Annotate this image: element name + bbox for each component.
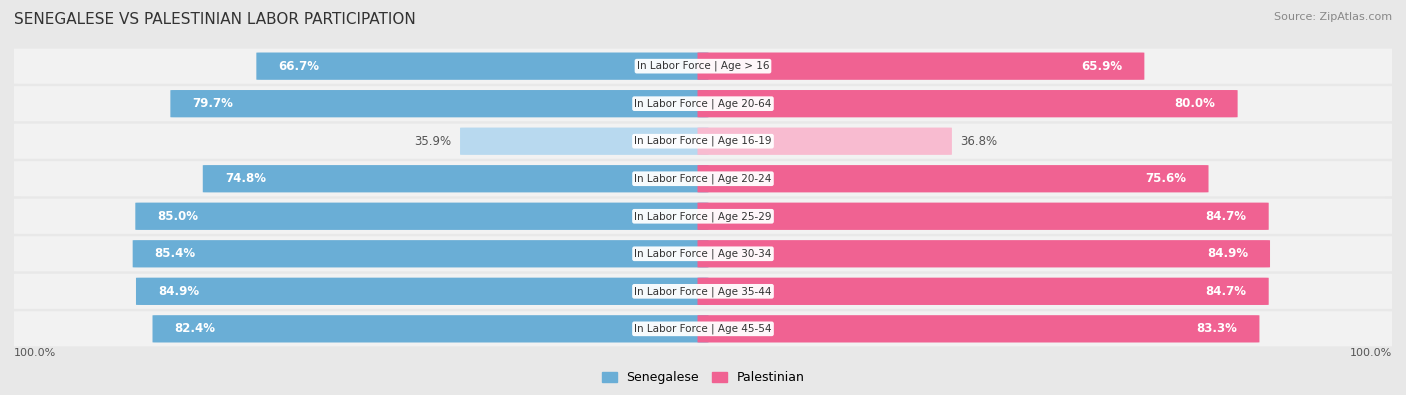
Text: 66.7%: 66.7%	[278, 60, 319, 73]
Text: SENEGALESE VS PALESTINIAN LABOR PARTICIPATION: SENEGALESE VS PALESTINIAN LABOR PARTICIP…	[14, 12, 416, 27]
Text: 79.7%: 79.7%	[193, 97, 233, 110]
FancyBboxPatch shape	[697, 315, 1260, 342]
Text: 100.0%: 100.0%	[1350, 348, 1392, 358]
FancyBboxPatch shape	[697, 165, 1209, 192]
Text: 84.7%: 84.7%	[1206, 210, 1247, 223]
FancyBboxPatch shape	[460, 128, 709, 155]
FancyBboxPatch shape	[170, 90, 709, 117]
Text: 36.8%: 36.8%	[960, 135, 997, 148]
Text: 35.9%: 35.9%	[415, 135, 451, 148]
Text: 85.0%: 85.0%	[157, 210, 198, 223]
Text: Source: ZipAtlas.com: Source: ZipAtlas.com	[1274, 12, 1392, 22]
Text: 80.0%: 80.0%	[1174, 97, 1216, 110]
Text: 100.0%: 100.0%	[14, 348, 56, 358]
Text: 75.6%: 75.6%	[1146, 172, 1187, 185]
Text: In Labor Force | Age 25-29: In Labor Force | Age 25-29	[634, 211, 772, 222]
FancyBboxPatch shape	[697, 128, 952, 155]
FancyBboxPatch shape	[135, 203, 709, 230]
Text: In Labor Force | Age 35-44: In Labor Force | Age 35-44	[634, 286, 772, 297]
Text: 84.7%: 84.7%	[1206, 285, 1247, 298]
Text: 84.9%: 84.9%	[157, 285, 200, 298]
Text: In Labor Force | Age 20-24: In Labor Force | Age 20-24	[634, 173, 772, 184]
Legend: Senegalese, Palestinian: Senegalese, Palestinian	[596, 367, 810, 389]
FancyBboxPatch shape	[10, 124, 1396, 159]
FancyBboxPatch shape	[10, 274, 1396, 309]
FancyBboxPatch shape	[697, 240, 1270, 267]
Text: 74.8%: 74.8%	[225, 172, 266, 185]
FancyBboxPatch shape	[697, 203, 1268, 230]
FancyBboxPatch shape	[10, 86, 1396, 121]
FancyBboxPatch shape	[152, 315, 709, 342]
Text: 85.4%: 85.4%	[155, 247, 195, 260]
FancyBboxPatch shape	[697, 278, 1268, 305]
FancyBboxPatch shape	[202, 165, 709, 192]
FancyBboxPatch shape	[10, 311, 1396, 346]
FancyBboxPatch shape	[10, 236, 1396, 271]
Text: 84.9%: 84.9%	[1206, 247, 1249, 260]
Text: In Labor Force | Age 16-19: In Labor Force | Age 16-19	[634, 136, 772, 147]
FancyBboxPatch shape	[10, 199, 1396, 234]
Text: 82.4%: 82.4%	[174, 322, 215, 335]
Text: In Labor Force | Age 45-54: In Labor Force | Age 45-54	[634, 324, 772, 334]
FancyBboxPatch shape	[10, 49, 1396, 84]
Text: 65.9%: 65.9%	[1081, 60, 1122, 73]
FancyBboxPatch shape	[697, 90, 1237, 117]
FancyBboxPatch shape	[136, 278, 709, 305]
FancyBboxPatch shape	[256, 53, 709, 80]
Text: 83.3%: 83.3%	[1197, 322, 1237, 335]
FancyBboxPatch shape	[697, 53, 1144, 80]
FancyBboxPatch shape	[10, 161, 1396, 196]
Text: In Labor Force | Age 20-64: In Labor Force | Age 20-64	[634, 98, 772, 109]
FancyBboxPatch shape	[132, 240, 709, 267]
Text: In Labor Force | Age > 16: In Labor Force | Age > 16	[637, 61, 769, 71]
Text: In Labor Force | Age 30-34: In Labor Force | Age 30-34	[634, 248, 772, 259]
